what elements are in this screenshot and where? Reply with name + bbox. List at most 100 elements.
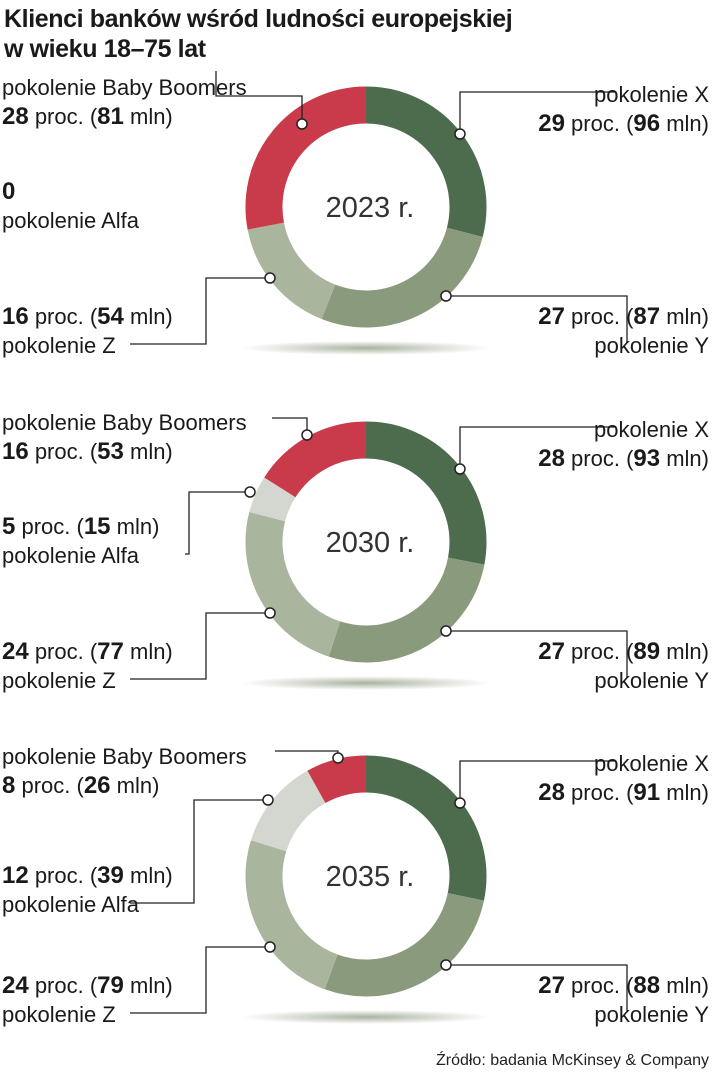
label-pokolenie-x: pokolenie X 29 proc. (96 mln) [538,80,709,138]
label-pct: 16 [2,438,29,465]
dot-y [440,625,452,637]
leader-alfa [185,491,250,555]
leader-bb [275,750,339,758]
source-note: Źródło: badania McKinsey & Company [435,1052,709,1069]
leader-bb [272,417,308,435]
label-mln: 87 [633,303,661,330]
donut-slice-pokolenie-x [365,86,487,237]
dot-z [264,272,276,284]
label-pokolenie-y: 27 proc. (87 mln) pokolenie Y [538,302,709,360]
label-pct: 27 [538,638,565,665]
dot-z [264,941,276,953]
donut-slice-pokolenie-baby-boomers [245,86,367,230]
label-name: pokolenie Alfa [2,892,139,917]
label-line: pokolenie Y [538,666,709,695]
label-line: pokolenie X [538,749,709,778]
label-name: pokolenie X [594,751,709,776]
label-line: pokolenie Y [538,1000,709,1029]
leader-y [446,630,628,678]
donut-slice-pokolenie-z [245,840,338,990]
title-line-2: w wieku 18–75 lat [4,35,206,63]
label-mln: 91 [633,779,661,806]
donut-slice-pokolenie-x [365,755,487,901]
label-mln: 81 [97,103,124,130]
label-value: 0 [2,178,16,205]
label-mln: 89 [633,638,661,665]
donut-slice-pokolenie-y [321,227,483,328]
label-pokolenie-alfa: 0 pokolenie Alfa [2,177,139,235]
label-pct: 12 [2,862,29,889]
label-line: 27 proc. (88 mln) [538,972,709,999]
label-line: pokolenie Z [2,331,173,360]
label-mln: 39 [97,862,124,889]
label-name: pokolenie Y [594,333,709,358]
donut-slice-pokolenie-y [328,557,485,663]
label-pct: 28 [2,103,29,130]
label-line: pokolenie Alfa [2,206,139,235]
label-name: pokolenie X [594,82,709,107]
label-line: pokolenie Z [2,1000,173,1029]
label-pct: 24 [2,638,29,665]
chart-title: Klienci banków wśród ludności europejski… [4,4,513,64]
dot-bb [332,752,344,764]
label-name: pokolenie Baby Boomers [2,75,247,100]
label-mln: 96 [633,110,661,137]
label-line: 5 proc. (15 mln) [2,513,160,540]
leader-z [130,277,270,345]
label-pct: 27 [538,303,565,330]
label-line: 27 proc. (89 mln) [538,638,709,665]
dot-y [440,290,452,302]
leader-bb [215,71,303,124]
label-name: pokolenie Y [594,668,709,693]
label-line: 8 proc. (26 mln) [2,772,160,799]
label-pokolenie-y: 27 proc. (89 mln) pokolenie Y [538,637,709,695]
label-pct: 16 [2,303,29,330]
label-pokolenie-alfa: 5 proc. (15 mln) pokolenie Alfa [2,512,159,570]
label-name: pokolenie Alfa [2,208,139,233]
label-name: pokolenie Alfa [2,543,139,568]
donut-slice-pokolenie-baby-boomers [307,755,367,804]
label-pct: 28 [538,779,565,806]
label-pokolenie-x: pokolenie X 28 proc. (91 mln) [538,749,709,807]
label-pokolenie-z: 24 proc. (79 mln) pokolenie Z [2,971,173,1029]
leader-x [459,91,616,134]
label-line: 28 proc. (91 mln) [538,779,709,806]
label-pct: 28 [538,445,565,472]
dot-y [440,959,452,971]
dot-alfa [262,794,274,806]
center-year-label: 2035 r. [326,861,415,893]
label-name: pokolenie Y [594,1002,709,1027]
donut-slice-pokolenie-x [365,421,487,565]
leader-z [130,612,270,680]
donut-slice-pokolenie-z [247,222,336,320]
label-line: 16 proc. (54 mln) [2,303,173,330]
label-line: pokolenie Baby Boomers [2,408,247,437]
dot-bb [296,118,308,130]
label-mln: 79 [97,972,124,999]
label-line: pokolenie Baby Boomers [2,73,247,102]
dot-x [454,128,466,140]
dot-alfa [244,486,256,498]
label-pokolenie-z: 24 proc. (77 mln) pokolenie Z [2,637,173,695]
label-pct: 8 [2,772,16,799]
leader-y [446,964,628,1012]
label-line: 27 proc. (87 mln) [538,303,709,330]
leader-y [446,295,628,343]
label-line: 28 proc. (81 mln) [2,103,173,130]
label-line: pokolenie X [538,80,709,109]
label-line: 12 proc. (39 mln) [2,862,173,889]
label-line: pokolenie Alfa [2,890,173,919]
label-line: pokolenie Z [2,666,173,695]
donut-slice-pokolenie-z [245,512,341,657]
label-name: pokolenie Z [2,668,116,693]
label-line: pokolenie Baby Boomers [2,742,247,771]
label-mln: 53 [97,438,124,465]
label-mln: 77 [97,638,124,665]
label-mln: 54 [97,303,124,330]
leader-x [459,426,616,469]
dot-bb [301,429,313,441]
label-pokolenie-alfa: 12 proc. (39 mln) pokolenie Alfa [2,861,173,919]
label-line: 0 [2,177,139,206]
donut-chart-2: 2030 r. [130,417,628,690]
